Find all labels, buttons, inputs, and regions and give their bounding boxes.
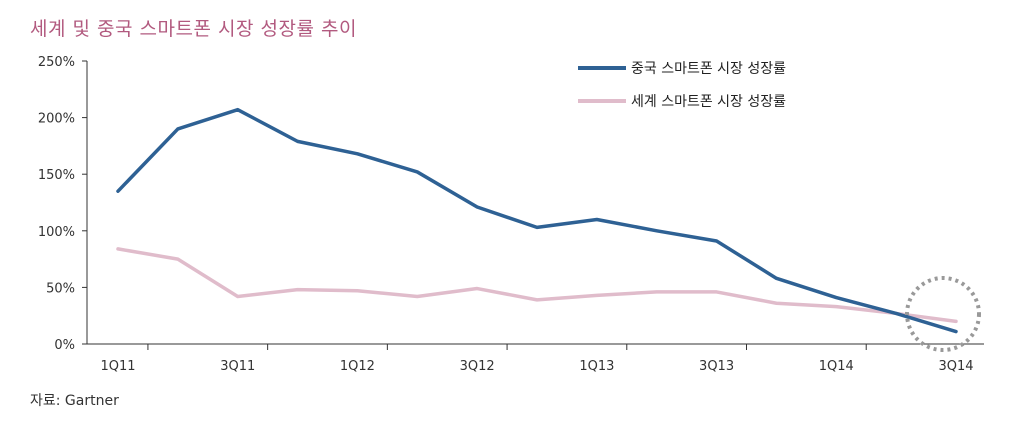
y-tick-label: 50% [46,281,75,296]
x-tick-label: 3Q12 [460,359,495,374]
x-tick-label: 3Q13 [699,359,734,374]
y-tick-label: 250% [38,55,75,70]
x-tick-label: 3Q11 [220,359,255,374]
y-tick-label: 200% [38,112,75,127]
highlight-circle [905,276,981,352]
x-tick-label: 1Q13 [579,359,614,374]
x-tick-label: 1Q12 [340,359,375,374]
y-tick-label: 100% [38,225,75,240]
y-tick-label: 150% [38,168,75,183]
source-note: 자료: Gartner [30,393,119,409]
x-tick-label: 1Q11 [100,359,135,374]
legend-label: 중국 스마트폰 시장 성장률 [631,61,786,77]
x-tick-label: 1Q14 [819,359,854,374]
chart-title: 세계 및 중국 스마트폰 시장 성장률 추이 [30,18,357,40]
x-tick-label: 3Q14 [938,359,973,374]
legend-label: 세계 스마트폰 시장 성장률 [631,94,786,110]
y-tick-label: 0% [54,338,75,353]
series-line [116,247,958,324]
